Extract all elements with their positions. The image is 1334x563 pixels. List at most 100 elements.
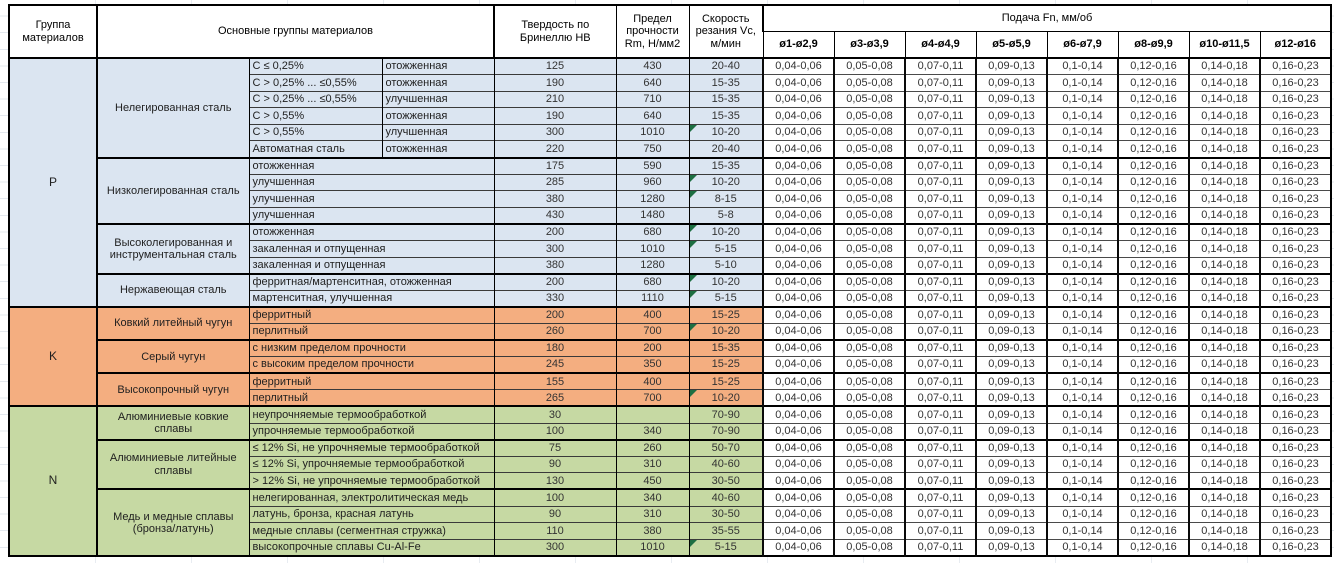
strength-cell[interactable]: 380 [615, 522, 689, 540]
feed-cell-d7[interactable]: 0,14-0,18 [1188, 222, 1260, 241]
material-spec-cell[interactable]: Автоматная сталь [249, 140, 383, 158]
feed-cell-d3[interactable]: 0,07-0,11 [904, 90, 976, 108]
feed-cell-d2[interactable]: 0,05-0,08 [833, 389, 905, 407]
feed-cell-d8[interactable]: 0,16-0,23 [1258, 455, 1332, 473]
feed-cell-d3[interactable]: 0,07-0,11 [904, 173, 976, 191]
feed-cell-d4[interactable]: 0,09-0,13 [975, 372, 1047, 390]
feed-cell-d1[interactable]: 0,04-0,06 [762, 522, 834, 540]
feed-cell-d4[interactable]: 0,09-0,13 [975, 74, 1047, 92]
feed-cell-d5[interactable]: 0,1-0,14 [1046, 289, 1118, 307]
cutting-speed-cell[interactable]: 10-20 [688, 173, 763, 191]
feed-cell-d2[interactable]: 0,05-0,08 [833, 505, 905, 523]
feed-cell-d8[interactable]: 0,16-0,23 [1258, 505, 1332, 523]
strength-cell[interactable]: 1110 [615, 289, 689, 307]
header-speed-column[interactable]: Скорость резания Vc, м/мин [688, 4, 764, 59]
feed-cell-d8[interactable]: 0,16-0,23 [1258, 538, 1332, 556]
feed-cell-d5[interactable]: 0,1-0,14 [1046, 323, 1118, 341]
material-state-cell[interactable]: отожженная [382, 74, 495, 92]
cutting-speed-cell[interactable]: 15-25 [688, 356, 763, 374]
feed-cell-d6[interactable]: 0,12-0,16 [1117, 57, 1189, 75]
feed-cell-d7[interactable]: 0,14-0,18 [1188, 438, 1260, 457]
cutting-speed-cell[interactable]: 20-40 [688, 57, 763, 75]
feed-cell-d7[interactable]: 0,14-0,18 [1188, 173, 1260, 191]
feed-cell-d3[interactable]: 0,07-0,11 [904, 156, 976, 175]
feed-cell-d1[interactable]: 0,04-0,06 [762, 538, 834, 556]
strength-cell[interactable]: 640 [615, 74, 689, 92]
hardness-cell[interactable]: 265 [493, 389, 616, 407]
feed-cell-d4[interactable]: 0,09-0,13 [975, 256, 1047, 274]
hardness-cell[interactable]: 380 [493, 256, 616, 274]
material-desc-cell[interactable]: ферритная/мартенситная, отожженная [249, 272, 495, 291]
hardness-cell[interactable]: 285 [493, 173, 616, 191]
feed-cell-d1[interactable]: 0,04-0,06 [762, 140, 834, 158]
feed-cell-d3[interactable]: 0,07-0,11 [904, 438, 976, 457]
cutting-speed-cell[interactable]: 20-40 [688, 140, 763, 158]
feed-cell-d7[interactable]: 0,14-0,18 [1188, 455, 1260, 473]
feed-cell-d5[interactable]: 0,1-0,14 [1046, 505, 1118, 523]
feed-cell-d4[interactable]: 0,09-0,13 [975, 190, 1047, 208]
feed-cell-d2[interactable]: 0,05-0,08 [833, 405, 905, 424]
feed-cell-d5[interactable]: 0,1-0,14 [1046, 339, 1118, 357]
hardness-cell[interactable]: 200 [493, 222, 616, 241]
subgroup-name-cell[interactable]: Ковкий литейный чугун [97, 305, 250, 341]
feed-cell-d5[interactable]: 0,1-0,14 [1046, 140, 1118, 158]
strength-cell[interactable]: 200 [615, 339, 689, 357]
material-state-cell[interactable]: отожженная [382, 140, 495, 158]
feed-cell-d5[interactable]: 0,1-0,14 [1046, 372, 1118, 390]
feed-cell-d1[interactable]: 0,04-0,06 [762, 256, 834, 274]
feed-cell-d7[interactable]: 0,14-0,18 [1188, 140, 1260, 158]
feed-cell-d2[interactable]: 0,05-0,08 [833, 455, 905, 473]
feed-cell-d2[interactable]: 0,05-0,08 [833, 472, 905, 490]
feed-cell-d6[interactable]: 0,12-0,16 [1117, 190, 1189, 208]
feed-cell-d8[interactable]: 0,16-0,23 [1258, 305, 1332, 324]
cutting-speed-cell[interactable]: 5-15 [688, 289, 763, 307]
feed-cell-d8[interactable]: 0,16-0,23 [1258, 190, 1332, 208]
material-desc-cell[interactable]: перлитный [249, 389, 495, 407]
feed-cell-d8[interactable]: 0,16-0,23 [1258, 356, 1332, 374]
header-feed-d6[interactable]: ø8-ø9,9 [1117, 30, 1190, 59]
material-desc-cell[interactable]: с высоким пределом прочности [249, 356, 495, 374]
feed-cell-d2[interactable]: 0,05-0,08 [833, 272, 905, 291]
hardness-cell[interactable]: 200 [493, 272, 616, 291]
feed-cell-d8[interactable]: 0,16-0,23 [1258, 289, 1332, 307]
strength-cell[interactable]: 1010 [615, 240, 689, 258]
feed-cell-d3[interactable]: 0,07-0,11 [904, 323, 976, 341]
feed-cell-d7[interactable]: 0,14-0,18 [1188, 74, 1260, 92]
feed-cell-d6[interactable]: 0,12-0,16 [1117, 356, 1189, 374]
feed-cell-d5[interactable]: 0,1-0,14 [1046, 472, 1118, 490]
feed-cell-d3[interactable]: 0,07-0,11 [904, 372, 976, 390]
feed-cell-d7[interactable]: 0,14-0,18 [1188, 372, 1260, 390]
header-strength-column[interactable]: Предел прочности Rm, Н/мм2 [615, 4, 690, 59]
feed-cell-d2[interactable]: 0,05-0,08 [833, 356, 905, 374]
feed-cell-d5[interactable]: 0,1-0,14 [1046, 173, 1118, 191]
feed-cell-d4[interactable]: 0,09-0,13 [975, 505, 1047, 523]
subgroup-name-cell[interactable]: Высоколегированная и инструментальная ст… [97, 222, 250, 274]
feed-cell-d6[interactable]: 0,12-0,16 [1117, 305, 1189, 324]
cutting-speed-cell[interactable]: 35-55 [688, 522, 763, 540]
feed-cell-d6[interactable]: 0,12-0,16 [1117, 256, 1189, 274]
feed-cell-d3[interactable]: 0,07-0,11 [904, 123, 976, 141]
feed-cell-d6[interactable]: 0,12-0,16 [1117, 289, 1189, 307]
feed-cell-d4[interactable]: 0,09-0,13 [975, 538, 1047, 556]
feed-cell-d7[interactable]: 0,14-0,18 [1188, 356, 1260, 374]
material-desc-cell[interactable]: ≤ 12% Si, упрочняемые термообработкой [249, 455, 495, 473]
feed-cell-d3[interactable]: 0,07-0,11 [904, 140, 976, 158]
feed-cell-d6[interactable]: 0,12-0,16 [1117, 222, 1189, 241]
feed-cell-d2[interactable]: 0,05-0,08 [833, 339, 905, 357]
material-desc-cell[interactable]: латунь, бронза, красная латунь [249, 505, 495, 523]
hardness-cell[interactable]: 90 [493, 455, 616, 473]
feed-cell-d7[interactable]: 0,14-0,18 [1188, 190, 1260, 208]
feed-cell-d6[interactable]: 0,12-0,16 [1117, 405, 1189, 424]
feed-cell-d1[interactable]: 0,04-0,06 [762, 438, 834, 457]
feed-cell-d7[interactable]: 0,14-0,18 [1188, 90, 1260, 108]
feed-cell-d3[interactable]: 0,07-0,11 [904, 356, 976, 374]
feed-cell-d2[interactable]: 0,05-0,08 [833, 107, 905, 125]
strength-cell[interactable]: 450 [615, 472, 689, 490]
feed-cell-d6[interactable]: 0,12-0,16 [1117, 123, 1189, 141]
feed-cell-d1[interactable]: 0,04-0,06 [762, 123, 834, 141]
feed-cell-d1[interactable]: 0,04-0,06 [762, 422, 834, 440]
feed-cell-d3[interactable]: 0,07-0,11 [904, 272, 976, 291]
feed-cell-d4[interactable]: 0,09-0,13 [975, 389, 1047, 407]
feed-cell-d7[interactable]: 0,14-0,18 [1188, 107, 1260, 125]
feed-cell-d8[interactable]: 0,16-0,23 [1258, 74, 1332, 92]
